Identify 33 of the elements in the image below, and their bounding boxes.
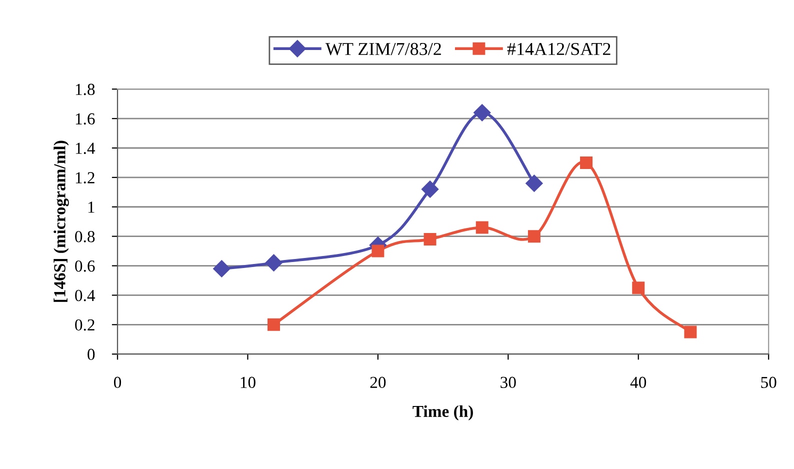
y-axis-title: [146S] (microgram/ml) — [54, 140, 69, 302]
point — [474, 104, 491, 122]
y-tick-label: 0.6 — [75, 260, 95, 272]
y-tick-label: 0.2 — [75, 319, 94, 331]
point — [268, 318, 280, 331]
point — [632, 282, 645, 294]
point — [421, 180, 439, 198]
point — [424, 233, 436, 246]
x-tick-label: 40 — [630, 376, 646, 388]
x-tick-label: 50 — [761, 376, 776, 388]
point — [213, 260, 230, 278]
y-tick-label: 1.4 — [76, 142, 96, 154]
point — [684, 326, 697, 338]
point — [265, 254, 282, 272]
y-tick-label: 1 — [88, 202, 94, 213]
point — [526, 174, 543, 192]
y-tick-label: 0 — [88, 348, 95, 360]
y-tick-label: 1.2 — [76, 172, 94, 184]
y-tick-label: 1.6 — [76, 113, 95, 125]
x-axis-title: Time (h) — [412, 405, 473, 420]
point — [580, 156, 593, 169]
x-tick-label: 0 — [114, 376, 122, 388]
point — [372, 244, 384, 258]
x-tick-label: 10 — [240, 376, 256, 388]
x-tick-label: 20 — [370, 376, 386, 388]
y-tick-label: 0.4 — [75, 290, 96, 302]
y-tick-label: 1.8 — [76, 84, 95, 96]
x-tick-label: 30 — [500, 376, 516, 388]
legend-label: #14A12/SAT2 — [507, 42, 610, 56]
legend-label: WT ZIM/7/83/2 — [325, 42, 441, 56]
point — [528, 230, 540, 243]
point — [476, 221, 488, 234]
y-tick-label: 0.8 — [75, 231, 95, 242]
